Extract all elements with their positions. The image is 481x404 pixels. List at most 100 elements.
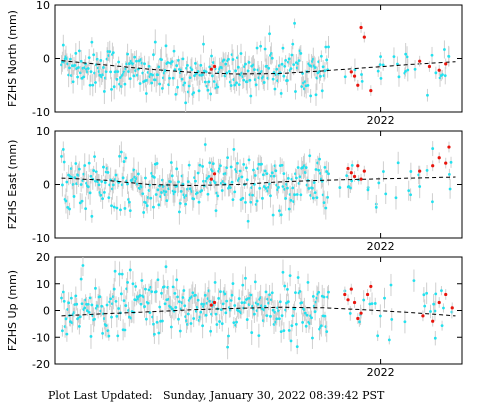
data-point [378,63,382,67]
highlighted-point [450,306,454,310]
data-point [338,186,342,189]
data-point [90,214,94,218]
data-point [231,58,235,61]
data-point [249,293,253,297]
highlighted-point [356,83,360,87]
data-point [169,180,172,184]
data-point [263,169,267,173]
data-point [270,291,274,295]
data-point [169,305,172,309]
data-point [147,288,151,292]
data-point [153,40,157,44]
data-point [397,75,401,79]
data-point [325,170,329,173]
data-point [208,161,212,165]
highlighted-point [359,25,363,30]
data-point [74,162,78,165]
data-point [192,91,196,94]
data-point [68,66,71,70]
highlighted-point [427,64,432,69]
data-point [405,55,409,59]
data-point [164,190,168,194]
data-point [164,44,168,48]
data-point [177,180,180,184]
data-point [173,190,177,194]
data-point [289,67,293,71]
highlighted-point [209,303,213,307]
data-point [315,196,319,200]
data-point [347,185,351,188]
data-point [110,315,113,319]
data-point [263,304,267,308]
data-point [140,279,144,282]
data-point [104,70,108,74]
data-point [92,169,96,172]
highlighted-point [444,292,448,297]
data-point [69,57,72,61]
data-point [248,78,252,82]
data-point [181,57,185,61]
data-point [100,180,104,183]
data-point [169,325,173,329]
highlighted-point [359,311,363,315]
data-point [286,176,290,180]
data-point [196,298,200,302]
data-point [233,304,237,307]
data-point [218,320,221,323]
data-point [313,66,317,69]
data-point [115,314,119,318]
data-point [155,162,159,165]
data-point [296,276,300,279]
data-point [434,292,438,296]
data-point [193,74,196,78]
data-point [227,334,230,338]
data-point [62,160,66,164]
data-point [188,76,192,80]
data-point [90,40,94,44]
data-point [297,59,301,63]
data-point [180,77,184,81]
data-point [150,81,154,85]
data-point [107,196,111,200]
data-point [220,189,224,192]
data-point [269,314,272,318]
data-point [92,53,96,57]
data-point [237,83,241,86]
data-point [241,196,245,200]
data-point [282,172,286,176]
data-point [144,176,147,180]
data-point [320,89,324,93]
data-point [146,301,150,305]
data-point [327,45,330,49]
data-point [163,69,167,72]
data-point [175,167,179,171]
y-tick-label: -10 [32,106,50,119]
data-point [268,32,271,36]
data-point [133,55,137,59]
data-point [379,77,383,80]
data-point [225,71,229,75]
data-point [261,173,265,177]
data-point [366,188,370,192]
footer-note: Plot Last Updated: Sunday, January 30, 2… [48,389,384,402]
data-point [251,193,255,197]
data-point [287,329,291,332]
data-point [277,186,280,189]
data-point [176,295,179,299]
data-point [348,312,352,315]
data-point [198,163,202,167]
data-point [243,301,246,304]
data-point [127,62,131,65]
data-point [275,317,279,321]
data-point [304,324,308,328]
data-point [288,274,292,278]
data-point [240,175,244,179]
data-point [61,43,65,47]
data-point [184,202,188,206]
data-point [110,87,113,91]
y-axis-label: FZHS North (mm) [6,10,19,107]
data-point [102,66,105,69]
data-point [360,80,364,83]
data-point [422,293,426,297]
data-point [76,75,79,79]
